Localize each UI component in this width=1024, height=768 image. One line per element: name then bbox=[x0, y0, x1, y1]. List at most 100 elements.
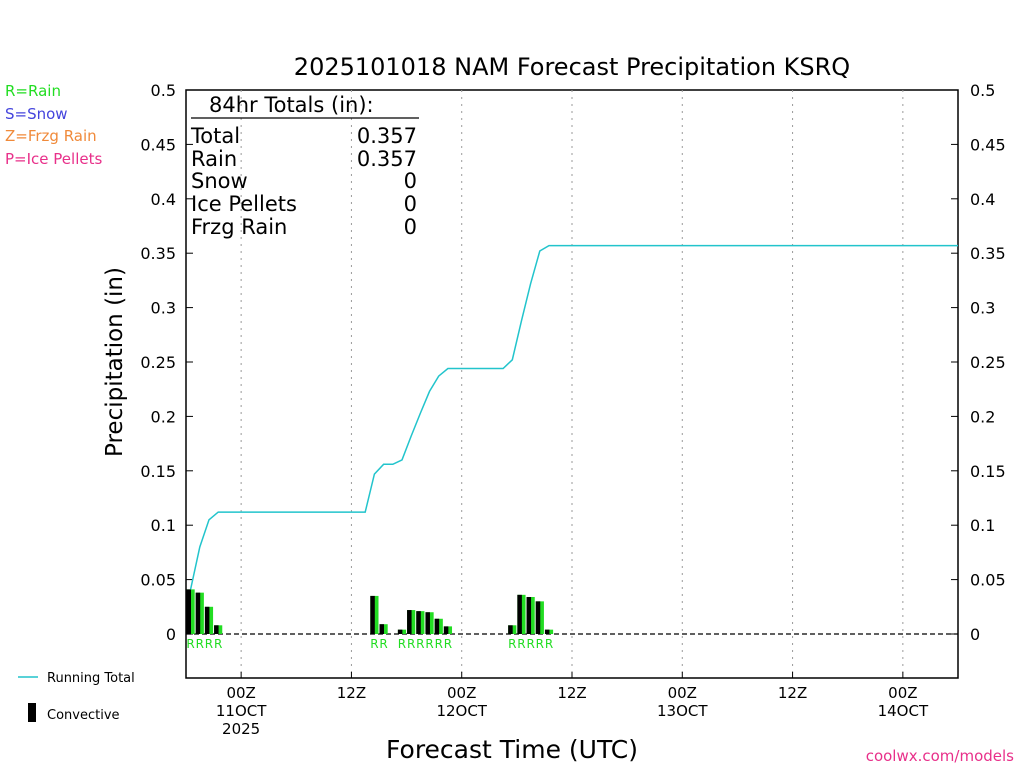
convective-swatch bbox=[28, 703, 36, 722]
precip-type-letter: R bbox=[526, 637, 534, 651]
precip-bar bbox=[535, 601, 544, 634]
precip-type-letter: R bbox=[444, 637, 452, 651]
convective-bar-fill bbox=[443, 626, 449, 634]
legend-running-total: Running Total bbox=[47, 671, 135, 686]
precip-bar bbox=[416, 611, 425, 634]
x-tick-label: 00Z bbox=[447, 684, 476, 702]
y-axis-left: 0 0.05 0.1 0.15 0.2 0.25 0.3 0.35 0.4 0.45 0.5 bbox=[140, 81, 193, 644]
legend-snow: S=Snow bbox=[5, 105, 68, 123]
y-tick-label-left: 0.4 bbox=[151, 190, 176, 209]
legend-frzg-rain: Z=Frzg Rain bbox=[5, 127, 97, 145]
y-tick-label-right: 0.35 bbox=[970, 244, 1006, 263]
y-tick-label-right: 0.4 bbox=[970, 190, 995, 209]
precip-type-letter: R bbox=[205, 637, 213, 651]
y-tick-label-left: 0.5 bbox=[151, 81, 176, 100]
totals-heading: 84hr Totals (in): bbox=[209, 93, 374, 117]
y-axis-right: 0 0.05 0.1 0.15 0.2 0.25 0.3 0.35 0.4 0.45 0.5 bbox=[951, 81, 1006, 644]
precip-bar bbox=[443, 626, 453, 634]
precip-bar bbox=[407, 610, 416, 634]
precip-bar bbox=[526, 597, 535, 634]
x-axis-label: Forecast Time (UTC) bbox=[386, 735, 638, 764]
precip-bar bbox=[517, 594, 526, 634]
x-tick-label: 13OCT bbox=[657, 702, 708, 720]
precip-bar bbox=[434, 618, 443, 634]
x-tick-label: 14OCT bbox=[878, 702, 929, 720]
running-total-line bbox=[189, 244, 958, 590]
precip-bar bbox=[186, 589, 195, 634]
convective-bar-fill bbox=[370, 595, 375, 634]
totals-label-rain: Rain bbox=[191, 147, 237, 171]
precip-type-letter: R bbox=[508, 637, 516, 651]
precip-type-letter: R bbox=[398, 637, 406, 651]
totals-value-total: 0.357 bbox=[357, 124, 417, 148]
y-tick-label-left: 0.15 bbox=[140, 462, 176, 481]
precip-type-letter: R bbox=[186, 637, 194, 651]
y-tick-label-left: 0.2 bbox=[151, 407, 176, 426]
convective-bar-fill bbox=[379, 624, 385, 634]
convective-bar-fill bbox=[544, 629, 550, 634]
totals-box: 84hr Totals (in): Total 0.357 Rain 0.357… bbox=[190, 93, 419, 239]
precip-bar bbox=[544, 629, 554, 634]
x-tick-label: 00Z bbox=[226, 684, 255, 702]
legend-ice-pellets: P=Ice Pellets bbox=[5, 150, 102, 168]
precip-type-letter: R bbox=[545, 637, 553, 651]
totals-label-ice-pellets: Ice Pellets bbox=[191, 192, 297, 216]
y-tick-label-left: 0.35 bbox=[140, 244, 176, 263]
precip-bars bbox=[186, 589, 554, 634]
series-legend: Running Total Convective bbox=[18, 671, 135, 723]
convective-bar-fill bbox=[186, 589, 192, 634]
convective-bar-fill bbox=[397, 629, 403, 634]
precip-type-letter: R bbox=[517, 637, 525, 651]
precip-type-legend: R=Rain S=Snow Z=Frzg Rain P=Ice Pellets bbox=[5, 82, 102, 168]
convective-bar-fill bbox=[204, 606, 210, 634]
convective-bar-fill bbox=[508, 625, 513, 634]
precip-type-letter: R bbox=[379, 637, 387, 651]
y-tick-label-left: 0.3 bbox=[151, 299, 176, 318]
precip-type-letter: R bbox=[536, 637, 544, 651]
y-tick-label-left: 0.25 bbox=[140, 353, 176, 372]
totals-label-snow: Snow bbox=[191, 169, 248, 193]
precip-bar bbox=[508, 625, 517, 634]
y-tick-label-left: 0.1 bbox=[151, 516, 176, 535]
totals-label-frzg-rain: Frzg Rain bbox=[191, 215, 287, 239]
legend-convective: Convective bbox=[47, 708, 120, 723]
x-tick-label: 00Z bbox=[668, 684, 697, 702]
y-tick-label-left: 0.45 bbox=[140, 135, 176, 154]
y-tick-label-right: 0.5 bbox=[970, 81, 995, 100]
precip-bar bbox=[397, 629, 407, 634]
y-tick-label-right: 0 bbox=[970, 625, 980, 644]
x-tick-label: 12OCT bbox=[436, 702, 487, 720]
convective-bar-fill bbox=[517, 594, 522, 634]
totals-label-total: Total bbox=[190, 124, 240, 148]
precip-type-letter: R bbox=[407, 637, 415, 651]
grid-lines bbox=[186, 90, 958, 678]
y-tick-label-right: 0.2 bbox=[970, 407, 995, 426]
y-tick-label-right: 0.1 bbox=[970, 516, 995, 535]
y-tick-label-right: 0.15 bbox=[970, 462, 1006, 481]
totals-value-frzg-rain: 0 bbox=[404, 215, 417, 239]
precip-bar bbox=[195, 592, 204, 634]
precip-type-letter: R bbox=[416, 637, 424, 651]
x-tick-label: 12Z bbox=[778, 684, 807, 702]
precip-bar bbox=[379, 624, 388, 634]
precip-type-letter: R bbox=[435, 637, 443, 651]
convective-bar-fill bbox=[416, 611, 421, 634]
x-tick-label: 12Z bbox=[557, 684, 586, 702]
precip-bar bbox=[204, 606, 214, 634]
chart-title: 2025101018 NAM Forecast Precipitation KS… bbox=[294, 53, 850, 81]
convective-bar-fill bbox=[407, 610, 412, 634]
convective-bar-fill bbox=[526, 597, 532, 634]
legend-rain: R=Rain bbox=[5, 82, 61, 100]
y-tick-label-right: 0.3 bbox=[970, 299, 995, 318]
convective-bar-fill bbox=[535, 601, 541, 634]
x-tick-label: 11OCT bbox=[216, 702, 267, 720]
totals-value-ice-pellets: 0 bbox=[404, 192, 417, 216]
x-tick-label: 2025 bbox=[222, 720, 260, 738]
precip-bar bbox=[214, 625, 223, 634]
precip-type-letter: R bbox=[370, 637, 378, 651]
y-tick-label-left: 0.05 bbox=[140, 571, 176, 590]
precip-type-letter: R bbox=[425, 637, 433, 651]
convective-bar-fill bbox=[434, 618, 440, 634]
